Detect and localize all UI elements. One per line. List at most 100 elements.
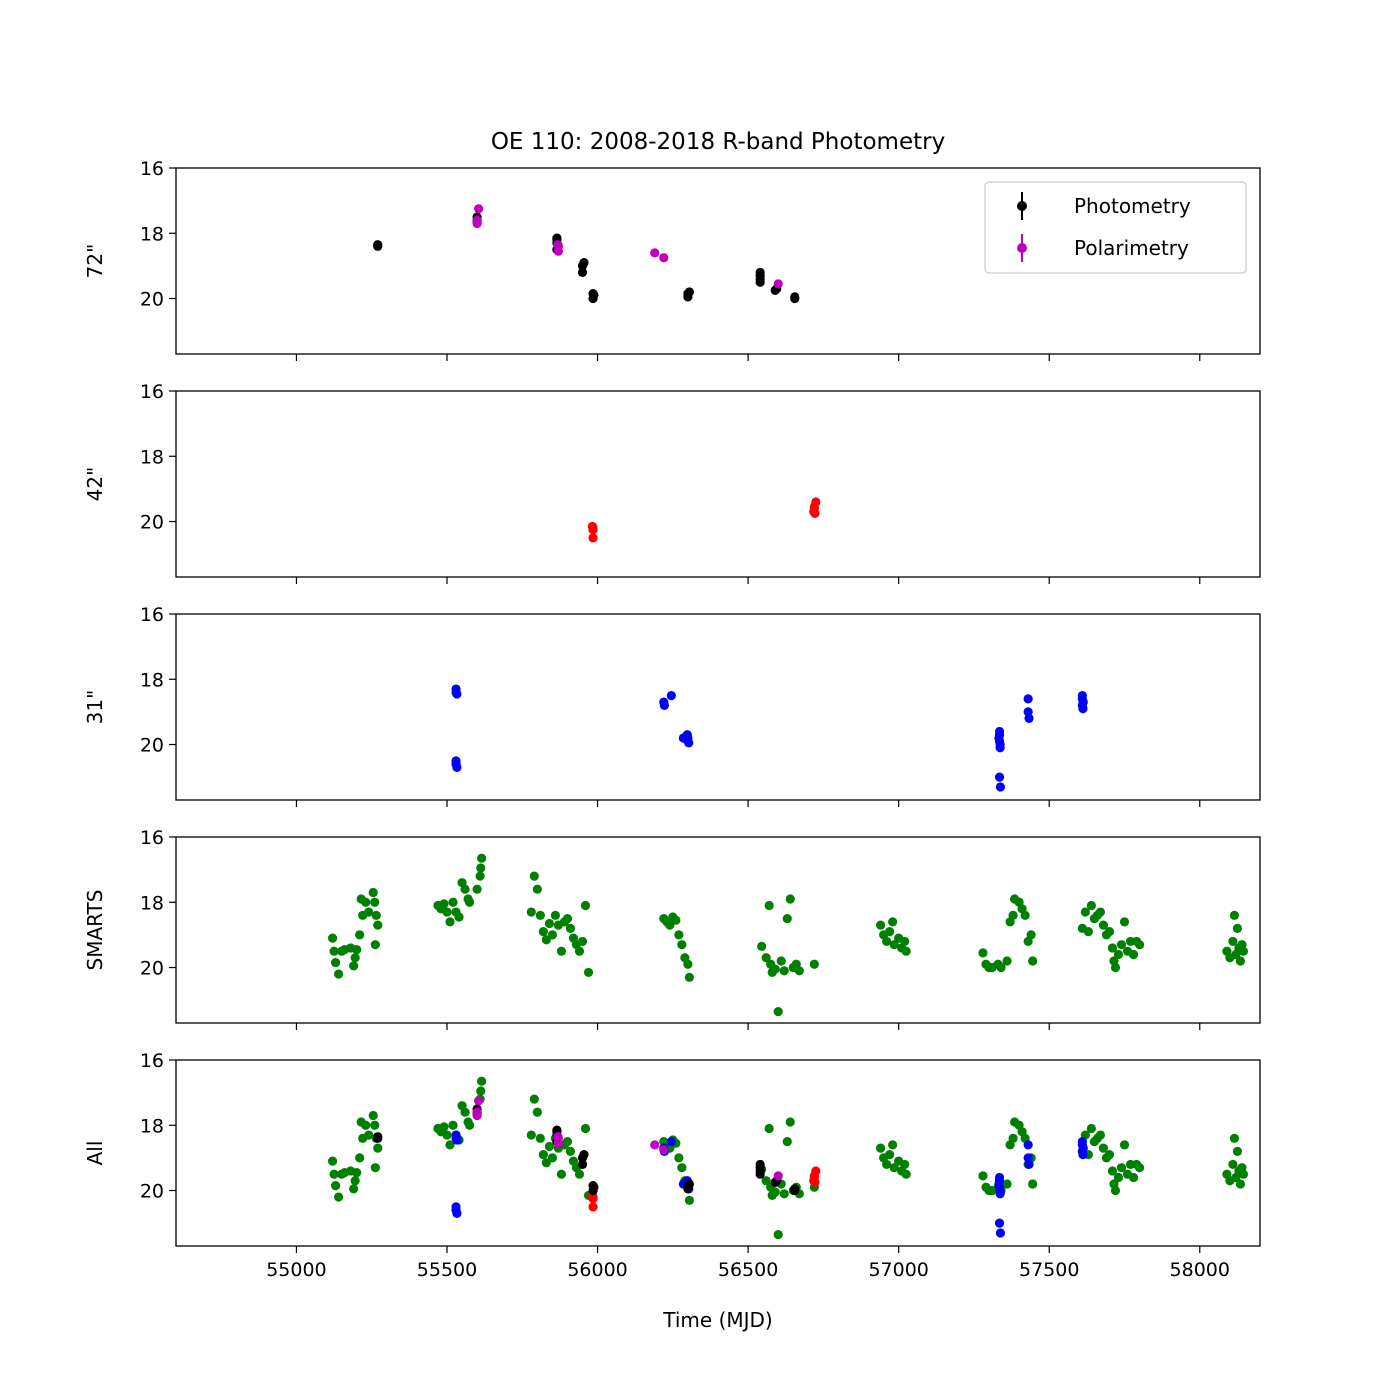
plot-frame bbox=[175, 613, 1261, 801]
y-tick-label: 20 bbox=[140, 958, 164, 980]
x-tick-label: 55000 bbox=[266, 1259, 326, 1281]
legend-frame bbox=[984, 181, 1247, 274]
y-tick-label: 18 bbox=[140, 892, 164, 914]
data-point-31in bbox=[684, 738, 694, 748]
data-point-smarts bbox=[329, 946, 339, 956]
data-point-smarts bbox=[355, 1153, 365, 1163]
data-point-42in bbox=[588, 533, 598, 543]
data-point-smarts bbox=[550, 910, 561, 920]
data-point-smarts bbox=[439, 899, 449, 909]
data-point-smarts bbox=[1104, 927, 1115, 937]
data-point-smarts bbox=[1008, 910, 1018, 920]
data-point-smarts bbox=[1228, 936, 1238, 947]
panel-0: 16 18 20 72" Photometry Polarimetry bbox=[83, 158, 1261, 361]
data-point-photometry bbox=[589, 290, 599, 300]
data-point-31in bbox=[995, 743, 1005, 753]
data-point-smarts bbox=[876, 1143, 886, 1153]
data-point-smarts bbox=[577, 936, 588, 947]
data-point-smarts bbox=[352, 1167, 362, 1178]
data-point-smarts bbox=[1238, 1169, 1249, 1179]
data-point-smarts bbox=[1107, 943, 1118, 953]
y-axis-label: 42" bbox=[83, 467, 107, 502]
data-point-smarts bbox=[350, 953, 360, 963]
data-point-smarts bbox=[373, 1143, 383, 1153]
plot-frame bbox=[175, 167, 1261, 355]
data-point-smarts bbox=[526, 907, 536, 917]
data-point-31in bbox=[995, 1189, 1005, 1199]
data-point-smarts bbox=[889, 1163, 899, 1173]
y-tick-label: 16 bbox=[140, 827, 164, 849]
data-point-smarts bbox=[809, 959, 819, 969]
plot-frame bbox=[175, 390, 1261, 578]
panels: 16182072"PhotometryPolarimetry16182042"1… bbox=[83, 158, 1261, 1281]
data-point-31in bbox=[1024, 713, 1034, 724]
legend-label: Polarimetry bbox=[1074, 236, 1189, 260]
data-point-smarts bbox=[476, 863, 486, 873]
data-point-smarts bbox=[547, 930, 557, 940]
data-point-31in bbox=[1078, 704, 1088, 714]
data-point-smarts bbox=[779, 966, 789, 976]
y-tick-label: 16 bbox=[140, 158, 164, 180]
x-tick-label: 57000 bbox=[868, 1259, 928, 1281]
data-point-smarts bbox=[529, 1094, 539, 1104]
data-point-smarts bbox=[445, 1140, 455, 1150]
data-point-smarts bbox=[368, 887, 378, 898]
data-point-smarts bbox=[1083, 927, 1093, 937]
data-point-photometry bbox=[579, 258, 589, 268]
data-point-smarts bbox=[1134, 940, 1145, 950]
data-point-smarts bbox=[888, 917, 898, 927]
data-point-smarts bbox=[885, 1150, 895, 1160]
data-point-polarimetry bbox=[472, 215, 482, 225]
data-points bbox=[327, 1076, 1249, 1240]
data-points bbox=[587, 497, 821, 543]
data-point-smarts bbox=[1086, 900, 1096, 911]
data-point-photometry bbox=[577, 1159, 588, 1170]
data-point-smarts bbox=[529, 871, 539, 881]
data-point-31in bbox=[994, 772, 1005, 782]
data-point-smarts bbox=[580, 1123, 591, 1134]
data-point-polarimetry bbox=[773, 1171, 783, 1181]
data-point-smarts bbox=[442, 907, 452, 917]
data-point-31in bbox=[1024, 1159, 1034, 1170]
data-point-smarts bbox=[1235, 1179, 1246, 1189]
y-tick-label: 16 bbox=[140, 381, 164, 403]
data-point-smarts bbox=[565, 923, 576, 933]
data-point-smarts bbox=[364, 1130, 374, 1140]
data-point-smarts bbox=[1128, 949, 1139, 960]
data-point-smarts bbox=[901, 1169, 911, 1179]
data-point-31in bbox=[1023, 1140, 1033, 1150]
y-tick-label: 18 bbox=[140, 669, 164, 691]
data-point-smarts bbox=[370, 1163, 380, 1173]
data-point-31in bbox=[1078, 1150, 1088, 1160]
data-point-smarts bbox=[327, 1156, 338, 1166]
data-point-smarts bbox=[1020, 910, 1030, 920]
data-point-42in bbox=[588, 1202, 598, 1212]
data-point-smarts bbox=[1028, 1179, 1038, 1189]
data-point-polarimetry bbox=[773, 279, 783, 289]
panel-2: 16 18 20 31" bbox=[83, 604, 1261, 807]
data-point-42in bbox=[809, 1171, 819, 1181]
chart-title: OE 110: 2008-2018 R-band Photometry bbox=[491, 129, 945, 155]
y-tick-label: 20 bbox=[140, 512, 164, 534]
data-point-smarts bbox=[1228, 1159, 1238, 1170]
data-point-polarimetry bbox=[659, 1145, 669, 1155]
data-point-31in bbox=[452, 1208, 462, 1218]
data-point-smarts bbox=[370, 1120, 380, 1130]
data-point-photometry bbox=[577, 267, 588, 278]
data-point-smarts bbox=[334, 969, 344, 979]
data-point-photometry bbox=[790, 292, 800, 302]
y-axis-label: 31" bbox=[83, 690, 107, 725]
data-point-smarts bbox=[996, 962, 1006, 973]
data-point-smarts bbox=[776, 956, 786, 966]
data-points bbox=[327, 853, 1249, 1017]
data-point-photometry bbox=[684, 287, 694, 297]
data-point-photometry bbox=[790, 1184, 800, 1194]
data-point-31in bbox=[452, 689, 462, 699]
data-point-smarts bbox=[782, 913, 792, 924]
data-point-smarts bbox=[562, 1136, 573, 1147]
data-point-smarts bbox=[770, 1187, 780, 1197]
data-point-smarts bbox=[448, 897, 458, 907]
data-point-smarts bbox=[773, 1229, 783, 1240]
data-point-smarts bbox=[448, 1120, 458, 1130]
data-point-smarts bbox=[876, 920, 886, 930]
